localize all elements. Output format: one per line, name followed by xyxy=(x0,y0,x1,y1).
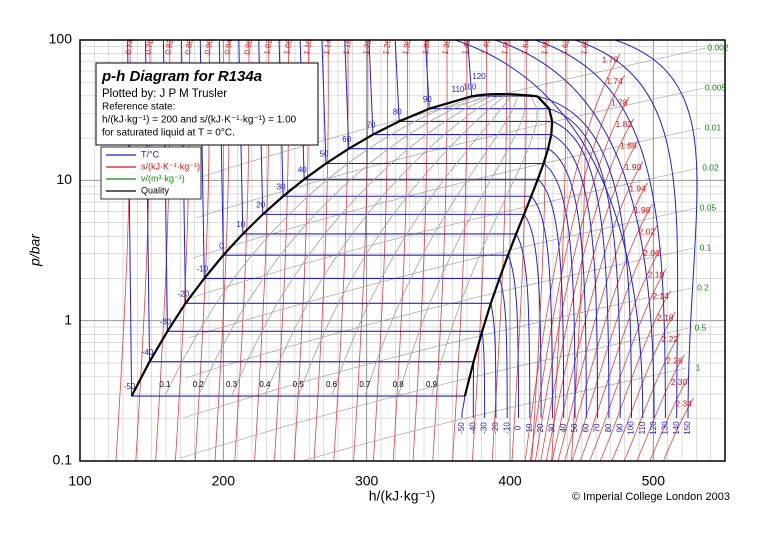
isotherm-label: -50 xyxy=(124,382,136,391)
y-tick-label: 0.1 xyxy=(53,452,73,468)
isotherm-label: -30 xyxy=(160,317,172,326)
volume-label: 0.01 xyxy=(705,122,722,132)
isotherm-label: 40 xyxy=(298,165,307,174)
volume-label: 1 xyxy=(696,362,701,372)
isotherm-bottom-label: -50 xyxy=(457,422,466,434)
isotherm-bottom-label: -30 xyxy=(480,422,489,434)
isotherm-bottom-label: 20 xyxy=(536,423,545,432)
isotherm-label: 0 xyxy=(219,241,224,250)
isotherm-bottom-label: 130 xyxy=(661,421,670,435)
y-tick-label: 10 xyxy=(56,171,72,187)
x-tick-label: 300 xyxy=(355,473,379,489)
isotherm-label: 90 xyxy=(423,95,432,104)
isotherm-label: -10 xyxy=(196,265,208,274)
isotherm-bottom-label: 70 xyxy=(593,423,602,432)
isotherm-bottom-label: -20 xyxy=(491,422,500,434)
entropy-label: 1.90 xyxy=(625,162,642,172)
quality-label: 0.1 xyxy=(159,380,171,389)
legend-label: Quality xyxy=(141,185,170,195)
isotherm-bottom-label: 30 xyxy=(548,423,557,432)
reference-line: Reference state: xyxy=(102,102,175,113)
entropy-label: 2.06 xyxy=(643,248,660,258)
entropy-label: 1.82 xyxy=(616,119,633,129)
isotherm-bottom-label: 0 xyxy=(514,425,523,430)
isotherm-bottom-label: 110 xyxy=(638,421,647,434)
y-tick-label: 100 xyxy=(49,31,73,47)
isotherm-label: -40 xyxy=(142,348,154,357)
isotherm-label: 100 xyxy=(463,82,477,91)
quality-label: 0.4 xyxy=(259,380,271,389)
isotherm-label: 50 xyxy=(320,150,329,159)
chart-subtitle: Plotted by: J P M Trusler xyxy=(102,88,227,100)
volume-label: 0.005 xyxy=(705,82,727,92)
entropy-label: 2.26 xyxy=(666,355,683,365)
quality-label: 0.5 xyxy=(293,380,305,389)
quality-label: 0.8 xyxy=(393,380,405,389)
entropy-label: 2.30 xyxy=(671,377,688,387)
legend: T/°C s/(kJ·K⁻¹·kg⁻¹) v/(m³·kg⁻¹) Quality xyxy=(101,147,201,199)
isotherm-bottom-label: 80 xyxy=(604,423,613,432)
reference-line: for saturated liquid at T = 0°C. xyxy=(102,128,235,139)
entropy-label: 1.86 xyxy=(620,140,637,150)
volume-label: 0.2 xyxy=(697,282,709,292)
isotherm-label: 30 xyxy=(277,182,286,191)
isotherm-bottom-label: 140 xyxy=(672,421,681,435)
entropy-label: 2.14 xyxy=(652,291,669,301)
isotherm-label: 10 xyxy=(236,220,245,229)
chart-title: p-h Diagram for R134a xyxy=(101,68,262,85)
legend-label: T/°C xyxy=(141,149,160,159)
entropy-label: 1.94 xyxy=(629,183,646,193)
x-axis-label: h/(kJ·kg⁻¹) xyxy=(369,488,436,504)
y-tick-label: 1 xyxy=(64,311,72,327)
isotherm-label: -20 xyxy=(178,289,190,298)
entropy-label: 1.78 xyxy=(611,97,628,107)
legend-label: v/(m³·kg⁻¹) xyxy=(141,173,185,183)
quality-label: 0.7 xyxy=(359,380,371,389)
legend-label: s/(kJ·K⁻¹·kg⁻¹) xyxy=(141,161,200,171)
isotherm-bottom-label: 60 xyxy=(581,423,590,432)
entropy-label: 2.02 xyxy=(639,226,656,236)
isotherm-label: 20 xyxy=(256,200,265,209)
reference-line: h/(kJ·kg⁻¹) = 200 and s/(kJ·K⁻¹·kg⁻¹) = … xyxy=(102,115,297,126)
isotherm-bottom-label: 120 xyxy=(649,421,658,435)
isotherm-label: 70 xyxy=(367,121,376,130)
entropy-label: 2.18 xyxy=(657,312,674,322)
isotherm-bottom-label: -10 xyxy=(502,422,511,434)
volume-label: 0.5 xyxy=(695,322,707,332)
isotherm-bottom-label: 100 xyxy=(627,421,636,435)
quality-label: 0.3 xyxy=(226,380,238,389)
title-box: p-h Diagram for R134a Plotted by: J P M … xyxy=(96,63,318,145)
isotherm-bottom-label: 150 xyxy=(683,421,692,435)
quality-label: 0.6 xyxy=(326,380,338,389)
isotherm-bottom-label: 90 xyxy=(615,423,624,432)
copyright: © Imperial College London 2003 xyxy=(572,491,730,503)
entropy-label: 2.34 xyxy=(675,398,692,408)
y-axis-label: p/bar xyxy=(27,233,43,267)
isotherm-bottom-label: 50 xyxy=(570,423,579,432)
quality-label: 0.2 xyxy=(193,380,205,389)
isotherm-bottom-label: -40 xyxy=(468,422,477,434)
quality-label: 0.9 xyxy=(426,380,438,389)
volume-label: 0.02 xyxy=(702,162,719,172)
entropy-label: 2.22 xyxy=(662,334,679,344)
isotherm-label: 110 xyxy=(452,85,465,94)
entropy-label: 1.70 xyxy=(602,54,619,64)
entropy-label: 1.98 xyxy=(634,205,651,215)
volume-label: 0.05 xyxy=(700,202,717,212)
volume-label: 0.1 xyxy=(700,242,712,252)
x-tick-label: 200 xyxy=(212,473,236,489)
x-tick-label: 500 xyxy=(642,473,666,489)
isotherm-bottom-label: 10 xyxy=(525,423,534,432)
isotherm-label: 60 xyxy=(342,135,351,144)
isotherm-label: 120 xyxy=(472,72,486,81)
entropy-label: 2.10 xyxy=(648,269,665,279)
entropy-label: 1.74 xyxy=(606,76,623,86)
isotherm-bottom-label: 40 xyxy=(559,423,568,432)
x-tick-label: 100 xyxy=(68,473,92,489)
isotherm-label: 80 xyxy=(393,108,402,117)
x-tick-label: 400 xyxy=(498,473,522,489)
